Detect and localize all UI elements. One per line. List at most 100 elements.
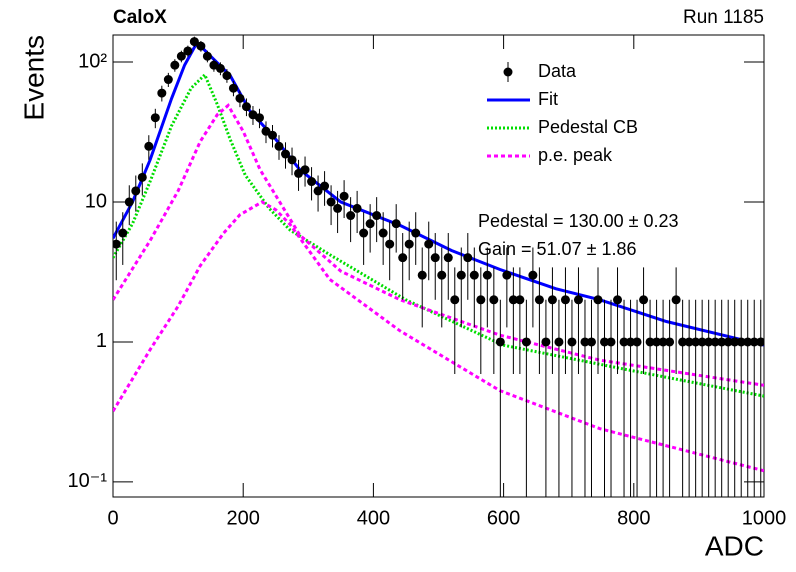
y-tick-label: 10 (85, 190, 107, 212)
data-point (176, 51, 186, 61)
data-point (157, 88, 167, 98)
data-point (313, 186, 323, 196)
data-point (456, 270, 466, 280)
data-point (710, 337, 720, 347)
data-point (254, 113, 264, 123)
data-point (502, 270, 512, 280)
data-point (443, 253, 453, 263)
data-point (183, 46, 193, 56)
x-axis-title: ADC (705, 530, 764, 561)
data-point (528, 270, 538, 280)
data-point (215, 63, 225, 73)
plot-area (113, 36, 764, 497)
data-point (632, 337, 642, 347)
data-point (613, 295, 623, 305)
legend-marker (503, 67, 513, 77)
data-point (300, 165, 310, 175)
x-tick-label: 1000 (742, 507, 787, 529)
data-point (307, 177, 317, 187)
data-point (619, 337, 629, 347)
data-point (645, 337, 655, 347)
data-point (137, 172, 147, 182)
data-point (476, 295, 486, 305)
data-point (567, 337, 577, 347)
data-point (235, 93, 245, 103)
data-point (113, 239, 121, 249)
data-point (508, 295, 518, 305)
x-tick-label: 400 (357, 507, 390, 529)
data-point (131, 186, 141, 196)
chart-title: CaloX (113, 7, 167, 28)
data-point (333, 203, 343, 213)
data-point (398, 253, 408, 263)
data-point (274, 141, 284, 151)
data-point (241, 102, 251, 112)
x-tick-label: 200 (227, 507, 260, 529)
data-point (118, 228, 128, 238)
annotation: Pedestal = 130.00 ± 0.23 (478, 211, 679, 231)
data-point (261, 126, 271, 136)
data-point (365, 219, 375, 229)
data-point (202, 51, 212, 61)
x-tick-label: 0 (107, 507, 118, 529)
data-point (515, 295, 525, 305)
data-point (352, 203, 362, 213)
y-tick-label: 10² (78, 50, 107, 72)
data-point (339, 191, 349, 201)
curve (113, 200, 764, 473)
data-point (404, 239, 414, 249)
curve (113, 72, 764, 398)
curve (113, 103, 764, 387)
data-point (287, 155, 297, 165)
data-point (665, 337, 675, 347)
data-point (671, 295, 681, 305)
y-tick-label: 1 (96, 330, 107, 352)
legend-label: p.e. peak (538, 145, 613, 165)
data-point (267, 130, 277, 140)
data-point (222, 71, 232, 81)
data-point (521, 337, 531, 347)
data-point (534, 295, 544, 305)
data-point (359, 228, 369, 238)
y-axis-title: Events (18, 35, 49, 121)
data-point (189, 37, 199, 47)
data-point (495, 337, 505, 347)
data-point (228, 83, 238, 93)
data-point (482, 270, 492, 280)
data-point (170, 60, 180, 70)
data-point (626, 337, 636, 347)
data-point (424, 239, 434, 249)
data-point (554, 337, 564, 347)
data-point (391, 219, 401, 229)
data-point (678, 337, 688, 347)
data-point (541, 337, 551, 347)
data-point (196, 41, 206, 51)
data-point (586, 337, 596, 347)
data-point (723, 337, 733, 347)
data-point (320, 181, 330, 191)
data-point (691, 337, 701, 347)
data-point (411, 228, 421, 238)
data-point (463, 253, 473, 263)
data-point (372, 211, 382, 221)
data-point (430, 253, 440, 263)
data-point (163, 75, 173, 85)
data-point (346, 211, 356, 221)
data-point (684, 337, 694, 347)
data-point (385, 239, 395, 249)
data-point (736, 337, 746, 347)
data-point (469, 270, 479, 280)
data-point (606, 337, 616, 347)
y-tick-label: 10⁻¹ (68, 470, 108, 492)
plot-frame (112, 34, 765, 498)
data-point (378, 228, 388, 238)
data-point (573, 295, 583, 305)
data-point (658, 337, 668, 347)
data-point (437, 270, 447, 280)
data-point (600, 337, 610, 347)
data-point (593, 295, 603, 305)
data-point (144, 141, 154, 151)
run-label: Run 1185 (683, 7, 764, 28)
data-point (580, 337, 590, 347)
